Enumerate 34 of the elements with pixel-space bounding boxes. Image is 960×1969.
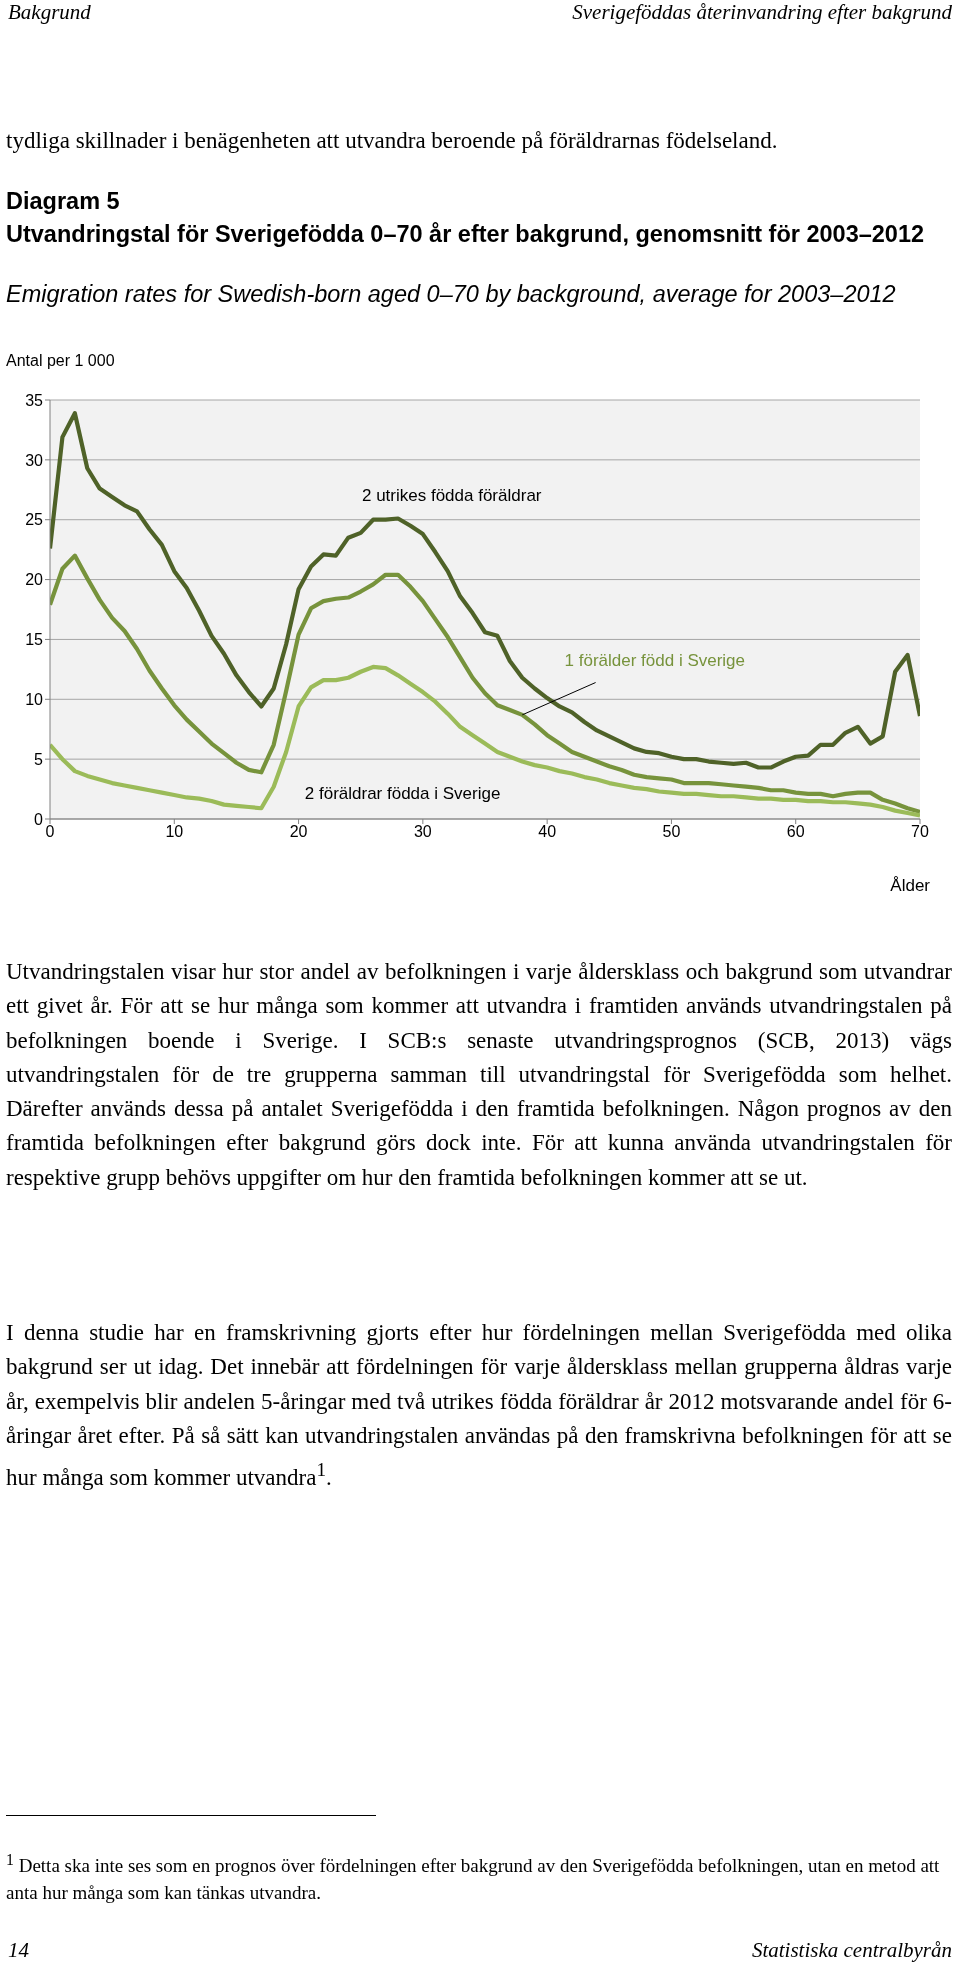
text: Utvandringstalen visar hur stor andel av befolkningen i varje åldersklass och bakgrund som utvandrar ett givet år. För att se hur många som kommer att utvandra i framtiden används utvandringstalen på befolkningen boende i Sverige. I SCB:s senaste utvandringsprognos (SCB, 2013) vägs utvandringstalen för de tre grupperna samman till utvandringstal för Sverigefödda som helhet. Därefter används dessa på antalet Sverigefödda i den framtida befolkningen. Någon prognos av den framtida befolkningen efter bakgrund görs dock inte. För att kunna använda utvandringstalen för respektive grupp behövs uppgifter om hur den framtida befolkningen kommer att se ut. bbox=[6, 958, 952, 1192]
line-series bbox=[50, 411, 920, 770]
x-tick-label: 0 bbox=[45, 823, 55, 841]
text: 1 förälder född i Sverige bbox=[564, 650, 746, 670]
y-tick-label: 35 bbox=[25, 391, 44, 409]
y-tick-label: 20 bbox=[25, 571, 44, 589]
series-label: 2 föräldrar födda i Sverige bbox=[304, 783, 501, 803]
text: Sverigeföddas återinvandring efter bakgrund bbox=[571, 0, 952, 25]
text: Diagram 5 bbox=[6, 188, 121, 215]
y-tick-label: 5 bbox=[34, 750, 44, 768]
x-tick-label: 20 bbox=[289, 823, 308, 841]
text: $^{1}$ Detta ska inte ses som en prognos över fördelningen efter bakgrund av den Sverigefödda befolkningen, utan en metod att anta hur många som kan tänkas utvandra. bbox=[6, 1850, 941, 1906]
y-tick-label: 15 bbox=[25, 631, 44, 649]
x-axis-title: Ålder bbox=[890, 876, 930, 896]
series-label: 2 utrikes födda föräldrar bbox=[361, 485, 542, 505]
y-tick-label: 0 bbox=[34, 810, 44, 828]
x-tick-label: 10 bbox=[165, 823, 184, 841]
x-tick-label: 70 bbox=[911, 823, 929, 841]
text: I denna studie har en framskrivning gjorts efter hur fördelningen mellan Sverigefödda med olika bakgrund ser ut idag. Det innebär att fördelningen för varje åldersklass mellan grupperna åldras varje år, exempelvis blir andelen 5-åringar med två utrikes födda föräldrar år 2012 motsvarande andel för 6-åringar året efter. På så sätt kan utvandringstalen användas på den framskrivna befolkningen för att se hur många som kommer utvandra$^{1}$. bbox=[6, 1319, 952, 1492]
x-tick-label: 40 bbox=[538, 823, 557, 841]
x-tick-label: 30 bbox=[413, 823, 432, 841]
y-tick-label: 30 bbox=[25, 451, 44, 469]
text: Statistiska centralbyrån bbox=[750, 1938, 952, 1963]
x-tick-label: 60 bbox=[786, 823, 805, 841]
text: tydliga skillnader i benägenheten att utvandra beroende på föräldrarnas födelseland. bbox=[6, 127, 779, 155]
y-tick-label: 25 bbox=[25, 511, 44, 529]
text: Bakgrund bbox=[8, 0, 92, 25]
y-axis-title: Antal per 1 000 bbox=[6, 352, 115, 370]
line-series bbox=[50, 553, 920, 814]
x-tick-label: 50 bbox=[662, 823, 681, 841]
chart-title: Utvandringstal för Sverigefödda 0–70 år efter bakgrund, genomsnitt för 2003–2012 bbox=[6, 220, 926, 249]
text: 14 bbox=[8, 1938, 30, 1963]
y-tick-label: 10 bbox=[25, 690, 44, 708]
chart-subtitle: Emigration rates for Swedish-born aged 0–70 by background, average for 2003–2012 bbox=[6, 280, 897, 309]
